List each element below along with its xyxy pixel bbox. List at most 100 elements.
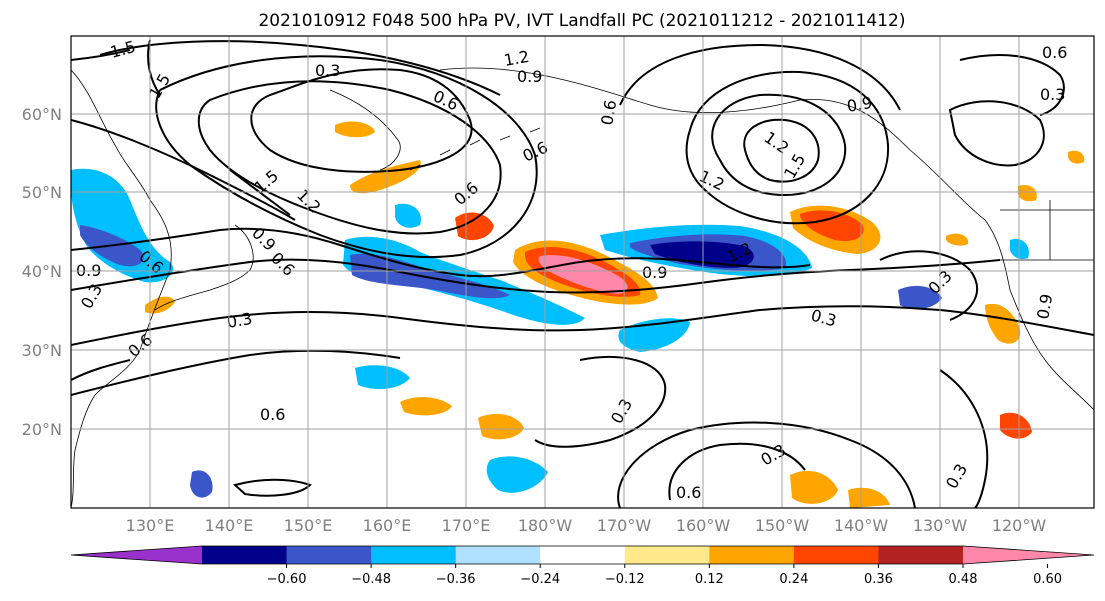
map-panel: 1.5 1.5 0.3 1.2 0.9 0.6 0.6 0.9 1.2 1.5 … bbox=[70, 35, 1095, 509]
pos-fill-east-subtropic-2 bbox=[848, 487, 890, 508]
gridlines bbox=[71, 36, 1094, 508]
pv-contour-03-japan bbox=[71, 359, 131, 381]
neg-fill-westcoast bbox=[898, 285, 942, 310]
pos-fill-mexico bbox=[1000, 412, 1032, 439]
lon-label: 140°W bbox=[834, 516, 889, 535]
colorbar-tick-label: −0.36 bbox=[436, 572, 476, 587]
neg-fill-westpac-core bbox=[350, 253, 510, 299]
contour-label: 0.6 bbox=[260, 405, 285, 424]
lon-label: 180°W bbox=[518, 516, 573, 535]
lon-label: 160°E bbox=[363, 516, 412, 535]
colorbar-tick-label: 0.36 bbox=[864, 572, 893, 587]
negative-anomaly-fills bbox=[71, 168, 1029, 498]
pos-fill-subtropic-2 bbox=[400, 397, 452, 416]
contour-label: 0.3 bbox=[315, 61, 340, 80]
colorbar-outline bbox=[70, 545, 1095, 565]
pv-contour-03-hawaii-west bbox=[232, 478, 312, 497]
colorbar-tick-label: −0.48 bbox=[351, 572, 391, 587]
pv-contour-03-northeast bbox=[948, 100, 1045, 167]
colorbar-segment bbox=[624, 546, 710, 564]
lon-label: 140°E bbox=[205, 516, 254, 535]
pos-fill-subtropic-1 bbox=[478, 413, 524, 440]
colorbar-segment bbox=[202, 546, 288, 564]
pv-contour-12-west bbox=[71, 40, 501, 221]
figure-title: 2021010912 F048 500 hPa PV, IVT Landfall… bbox=[258, 11, 905, 31]
neg-fill-subtropic-2 bbox=[355, 365, 410, 390]
neg-fill-alaska bbox=[395, 203, 421, 228]
lat-label: 30°N bbox=[22, 341, 62, 360]
pos-fill-north-pac bbox=[455, 212, 494, 241]
colorbar-tick-label: 0.60 bbox=[1033, 572, 1062, 587]
pv-contour-06-north bbox=[197, 80, 502, 235]
coastline-japan bbox=[154, 224, 254, 311]
pv-contour-06-south bbox=[668, 442, 806, 501]
colorbar-segment bbox=[540, 546, 626, 564]
pv-contour-15-alaska bbox=[743, 118, 820, 183]
contour-label: 0.6 bbox=[676, 483, 701, 502]
colorbar-segment bbox=[878, 546, 964, 564]
colorbar-segment bbox=[793, 546, 879, 564]
colorbar-tick-label: −0.24 bbox=[520, 572, 560, 587]
positive-anomaly-fills bbox=[145, 121, 1085, 508]
colorbar-extension-max bbox=[963, 546, 1094, 564]
pos-fill-canada bbox=[946, 233, 969, 246]
pv-contour-06-alaska bbox=[619, 43, 901, 111]
longitude-labels: 130°E 140°E 150°E 160°E 170°E 180°W 170°… bbox=[126, 516, 1047, 535]
contour-label: 0.6 bbox=[597, 98, 620, 126]
colorbar-tick-label: 0.24 bbox=[779, 572, 808, 587]
pv-contour-09-north bbox=[155, 55, 538, 259]
lon-label: 160°W bbox=[676, 516, 731, 535]
contour-label: 0.9 bbox=[1033, 292, 1056, 320]
lon-label: 130°E bbox=[126, 516, 175, 535]
coastline-asia bbox=[71, 69, 172, 508]
contour-label: 1.2 bbox=[502, 47, 530, 70]
lon-label: 170°W bbox=[597, 516, 652, 535]
colorbar-segment bbox=[455, 546, 541, 564]
contour-label: 0.9 bbox=[845, 93, 873, 116]
pos-fill-baja bbox=[985, 303, 1021, 344]
lat-label: 60°N bbox=[22, 105, 62, 124]
contour-label: 0.9 bbox=[642, 263, 667, 282]
pos-fill-kamchatka bbox=[350, 160, 421, 194]
pv-contour-03-east-north bbox=[879, 250, 979, 321]
pos-fill-japan bbox=[145, 296, 175, 314]
pv-contour-09-midlat bbox=[71, 227, 811, 278]
coastline-west-us bbox=[1000, 200, 1094, 261]
colorbar: −0.60 −0.48 −0.36 −0.24 −0.12 0.12 0.24 0.36 0.4… bbox=[70, 545, 1095, 587]
neg-fill-dateline-east-core bbox=[650, 241, 754, 268]
latitude-labels: 60°N 50°N 40°N 30°N 20°N bbox=[22, 105, 62, 439]
pv-contour-03-east bbox=[939, 369, 989, 508]
pos-fill-gulf-alaska-core bbox=[800, 210, 864, 242]
pv-contour-06-northeast bbox=[959, 54, 1065, 116]
pos-fill-east-subtropic bbox=[790, 470, 838, 504]
pos-fill-bering bbox=[335, 121, 375, 138]
coastline-alaska bbox=[439, 67, 1094, 411]
colorbar-segment bbox=[371, 546, 457, 564]
colorbar-tick-label: 0.48 bbox=[949, 572, 978, 587]
pv-contour-03-north bbox=[250, 68, 473, 173]
lon-label: 120°W bbox=[992, 516, 1047, 535]
lon-label: 150°W bbox=[755, 516, 810, 535]
contour-label: 0.3 bbox=[1040, 85, 1065, 104]
colorbar-segment bbox=[709, 546, 795, 564]
lat-label: 20°N bbox=[22, 420, 62, 439]
neg-fill-japan-west bbox=[71, 168, 174, 283]
contour-label: 0.3 bbox=[225, 309, 253, 332]
lat-label: 40°N bbox=[22, 262, 62, 281]
map-frame bbox=[70, 35, 1095, 509]
contour-label: 0.6 bbox=[1042, 43, 1067, 62]
lon-label: 170°E bbox=[442, 516, 491, 535]
pv-contour-03-subtropic bbox=[71, 349, 401, 396]
neg-fill-subtropic-3 bbox=[486, 456, 548, 493]
neg-fill-hawaii-west bbox=[190, 470, 213, 498]
colorbar-tick-label: 0.12 bbox=[695, 572, 724, 587]
colorbar-extension-min bbox=[71, 546, 202, 564]
pv-contour-03-south bbox=[617, 421, 916, 508]
pv-contour-03-loop bbox=[534, 356, 667, 448]
lon-label: 150°E bbox=[284, 516, 333, 535]
pv-contour-09-alaska bbox=[685, 70, 890, 225]
colorbar-segment bbox=[286, 546, 372, 564]
pos-fill-far-east-mid bbox=[1017, 184, 1037, 202]
coastline-kamchatka bbox=[329, 89, 401, 171]
